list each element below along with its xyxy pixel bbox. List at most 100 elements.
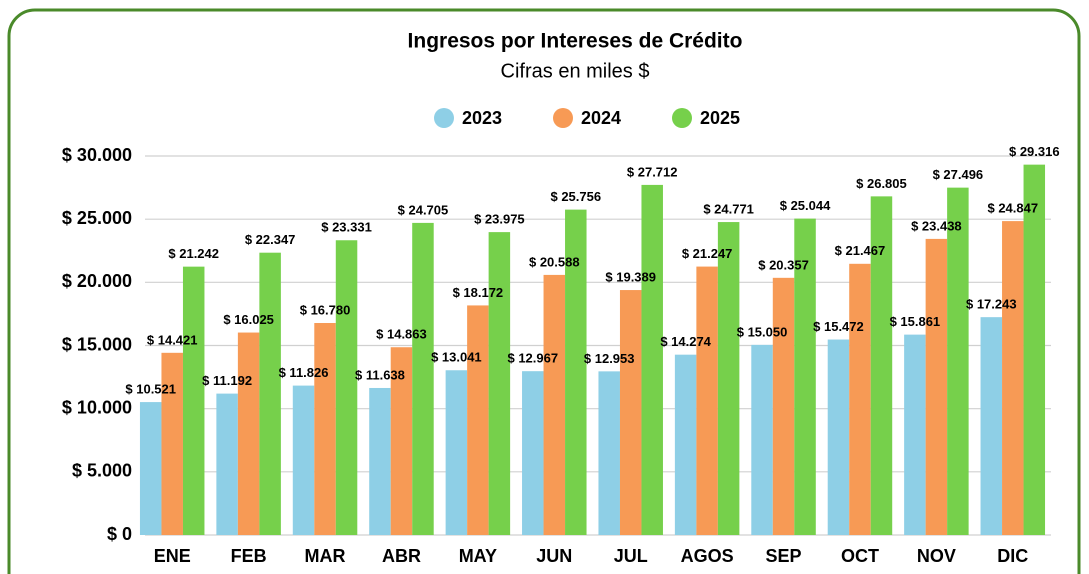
value-label: $ 21.247 [682, 246, 733, 261]
bar [335, 240, 358, 535]
value-label: $ 24.847 [987, 201, 1038, 216]
value-label: $ 24.771 [703, 201, 754, 216]
bar [139, 402, 162, 535]
x-tick-label: ABR [382, 546, 421, 566]
chart-title: Ingresos por Intereses de Crédito [408, 30, 743, 53]
value-label: $ 23.438 [911, 218, 962, 233]
value-label: $ 11.192 [202, 373, 252, 388]
bar [1023, 164, 1046, 535]
value-label: $ 27.712 [627, 164, 678, 179]
bar [980, 317, 1003, 535]
bar [751, 344, 773, 535]
chart-subtitle: Cifras en miles $ [501, 60, 650, 82]
x-tick-label: ENE [154, 546, 191, 566]
bars [139, 164, 1046, 536]
bar [696, 266, 718, 535]
legend-label: 2025 [700, 108, 740, 128]
bar [849, 263, 871, 535]
x-tick-label: MAY [459, 546, 497, 566]
bar [794, 218, 816, 536]
bar [161, 352, 183, 535]
bar [619, 290, 642, 535]
bar [369, 387, 391, 535]
value-label: $ 25.756 [550, 189, 601, 204]
value-label: $ 11.826 [279, 365, 329, 380]
x-tick-label: NOV [917, 546, 956, 566]
y-tick-label: $ 15.000 [62, 334, 132, 354]
bar [565, 209, 587, 536]
bar [412, 222, 434, 535]
value-label: $ 16.025 [223, 312, 274, 327]
y-tick-label: $ 20.000 [62, 271, 132, 291]
bar [390, 347, 413, 535]
bar [717, 222, 740, 535]
value-label: $ 27.496 [933, 167, 984, 182]
value-label: $ 21.242 [168, 246, 219, 261]
value-label: $ 29.316 [1009, 144, 1060, 159]
bar [641, 184, 663, 535]
bar [314, 323, 336, 535]
value-label: $ 18.172 [453, 285, 504, 300]
bar [182, 266, 205, 535]
bar [947, 187, 969, 536]
bar [904, 334, 926, 535]
legend-swatch [434, 108, 454, 128]
bar [292, 385, 315, 535]
bar [488, 232, 511, 535]
bar [870, 196, 893, 535]
value-label: $ 23.975 [474, 212, 525, 227]
value-label: $ 14.274 [660, 334, 711, 349]
value-label: $ 14.863 [376, 327, 427, 342]
y-tick-label: $ 30.000 [62, 145, 132, 165]
value-label: $ 17.243 [966, 297, 1017, 312]
bar [827, 339, 850, 535]
x-tick-label: MAR [305, 546, 346, 566]
value-label: $ 15.050 [737, 324, 788, 339]
value-label: $ 13.041 [431, 350, 482, 365]
x-tick-label: SEP [766, 546, 802, 566]
value-label: $ 12.967 [507, 351, 558, 366]
value-label: $ 11.638 [355, 367, 405, 382]
x-tick-label: AGOS [681, 546, 734, 566]
value-label: $ 12.953 [584, 351, 635, 366]
value-label: $ 16.780 [300, 302, 351, 317]
bar [522, 371, 544, 535]
y-tick-label: $ 10.000 [62, 397, 132, 417]
bar [467, 305, 489, 535]
value-label: $ 15.472 [813, 319, 864, 334]
value-label: $ 22.347 [245, 232, 296, 247]
value-label: $ 14.421 [147, 332, 198, 347]
bar [237, 332, 260, 535]
value-label: $ 15.861 [890, 314, 941, 329]
bar [925, 238, 948, 535]
legend-swatch [672, 108, 692, 128]
y-tick-label: $ 0 [107, 524, 132, 544]
value-label: $ 20.357 [758, 257, 809, 272]
x-tick-label: OCT [841, 546, 879, 566]
bar [543, 274, 566, 535]
value-label: $ 26.805 [856, 176, 907, 191]
bar [772, 277, 795, 535]
value-label: $ 19.389 [605, 269, 656, 284]
legend-swatch [553, 108, 573, 128]
x-tick-label: JUL [614, 546, 648, 566]
value-label: $ 24.705 [398, 202, 449, 217]
value-label: $ 23.331 [321, 220, 372, 235]
labels: $ 0 $ 5.000 $ 10.000 $ 15.000 $ 20.000 $ 25.0… [62, 108, 1060, 566]
bar [674, 354, 697, 535]
legend-label: 2023 [462, 108, 502, 128]
bar [445, 370, 468, 535]
x-tick-label: FEB [231, 546, 267, 566]
y-tick-label: $ 25.000 [62, 208, 132, 228]
bar [1002, 221, 1024, 536]
bar [216, 393, 238, 535]
bar [259, 252, 281, 535]
value-label: $ 21.467 [835, 243, 886, 258]
grid [145, 155, 1051, 536]
value-label: $ 20.588 [529, 254, 580, 269]
y-tick-label: $ 5.000 [72, 461, 132, 481]
value-label: $ 25.044 [780, 198, 831, 213]
value-label: $ 10.521 [125, 382, 176, 397]
x-tick-label: JUN [536, 546, 572, 566]
